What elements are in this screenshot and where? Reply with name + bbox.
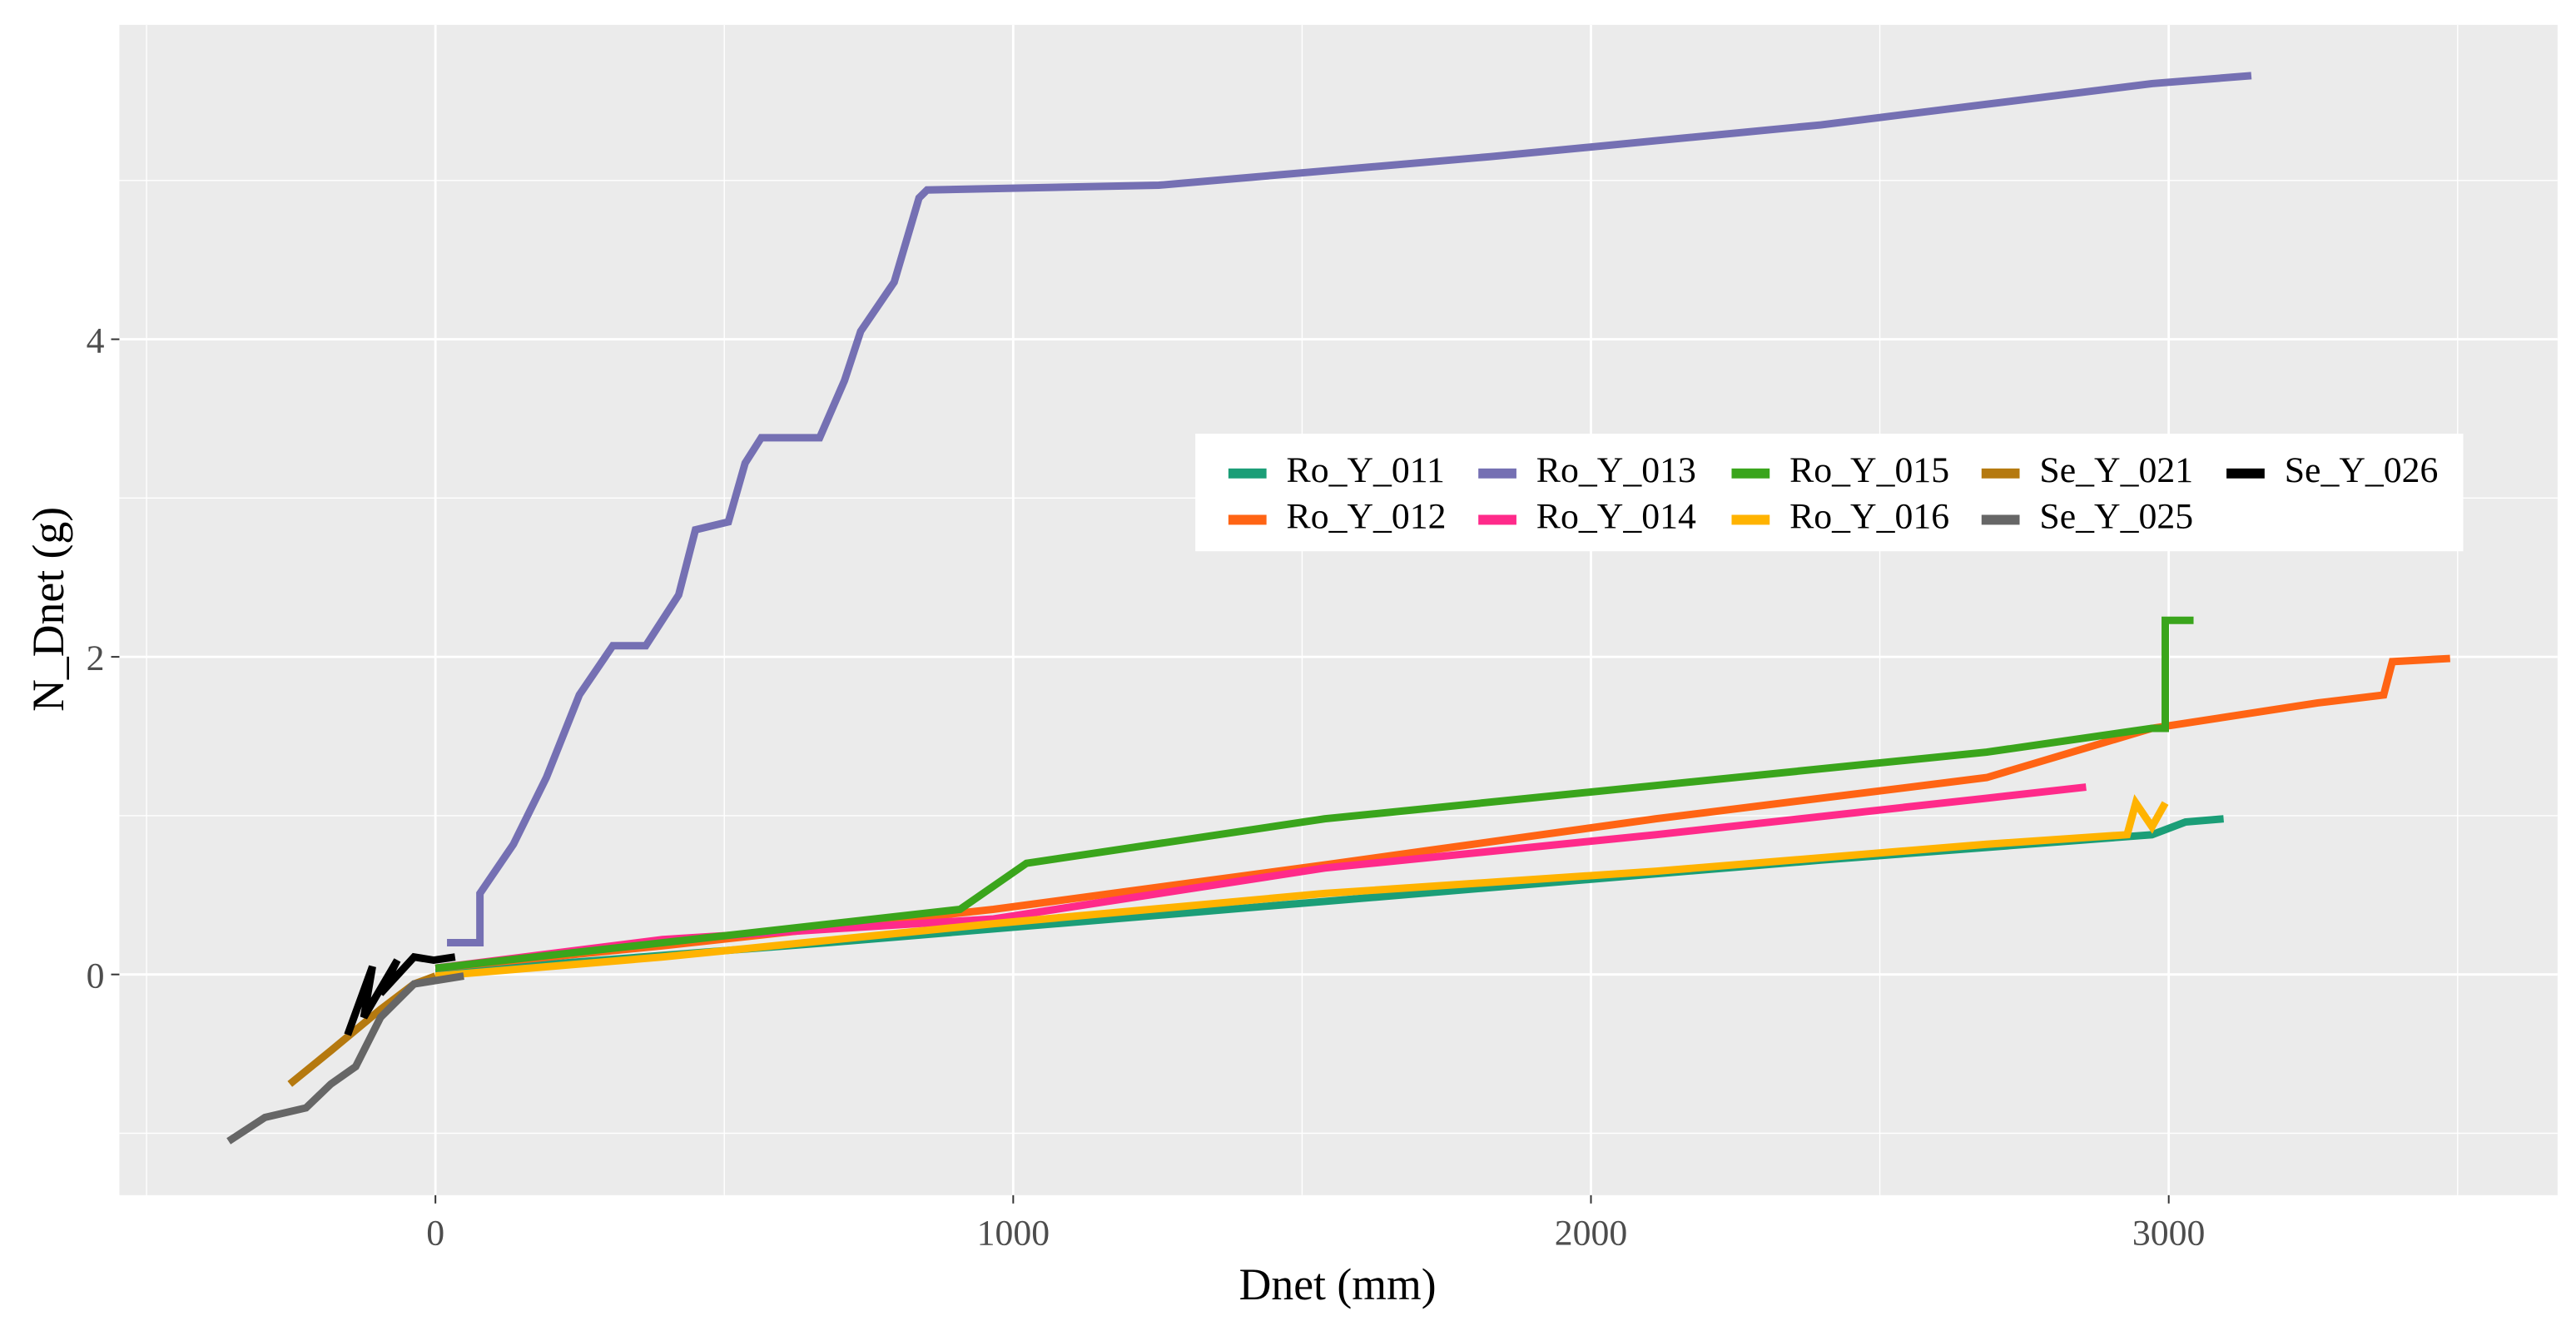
- x-tick-label: 0: [426, 1214, 444, 1254]
- x-axis-title: Dnet (mm): [1239, 1259, 1437, 1309]
- legend-key: [1731, 468, 1770, 479]
- legend-label: Se_Y_025: [2039, 497, 2193, 537]
- axes: 0 1000 2000 3000 0 2 4: [87, 320, 2206, 1253]
- legend-key: [1981, 468, 2020, 479]
- legend-key: [1228, 468, 1267, 479]
- legend-key: [2226, 468, 2265, 479]
- y-axis-title: N_Dnet (g): [23, 507, 73, 712]
- y-tick-label: 0: [87, 956, 105, 996]
- legend-label: Se_Y_026: [2285, 450, 2439, 490]
- series-line: [447, 72, 2252, 946]
- panel: [119, 24, 2558, 1195]
- legend-label: Ro_Y_013: [1536, 450, 1696, 490]
- lines: [226, 72, 2450, 1145]
- x-tick-label: 1000: [977, 1214, 1050, 1254]
- legend-key: [1731, 514, 1770, 525]
- series-line: [434, 616, 2194, 972]
- legend-label: Ro_Y_011: [1287, 450, 1445, 490]
- legend-label: Se_Y_021: [2039, 450, 2193, 490]
- y-tick-label: 4: [87, 320, 105, 360]
- y-tick-label: 2: [87, 638, 105, 678]
- legend-label: Ro_Y_016: [1789, 497, 1949, 537]
- legend-box: [1195, 434, 2464, 552]
- legend-label: Ro_Y_012: [1287, 497, 1447, 537]
- legend-key: [1981, 514, 2020, 525]
- series-line: [434, 794, 2169, 981]
- legend-key: [1228, 514, 1267, 525]
- grid: [119, 24, 2558, 1195]
- legend-key: [1478, 468, 1516, 479]
- legend-label: Ro_Y_014: [1536, 497, 1696, 537]
- legend-label: Ro_Y_015: [1789, 450, 1949, 490]
- legend-key: [1478, 514, 1516, 525]
- legend: Ro_Y_011 Ro_Y_012 Ro_Y_013 Ro_Y_014 Ro_Y_015…: [1195, 434, 2464, 552]
- series-line: [344, 952, 456, 1036]
- x-tick-label: 2000: [1555, 1214, 1628, 1254]
- x-tick-label: 3000: [2132, 1214, 2206, 1254]
- series-line: [226, 972, 464, 1145]
